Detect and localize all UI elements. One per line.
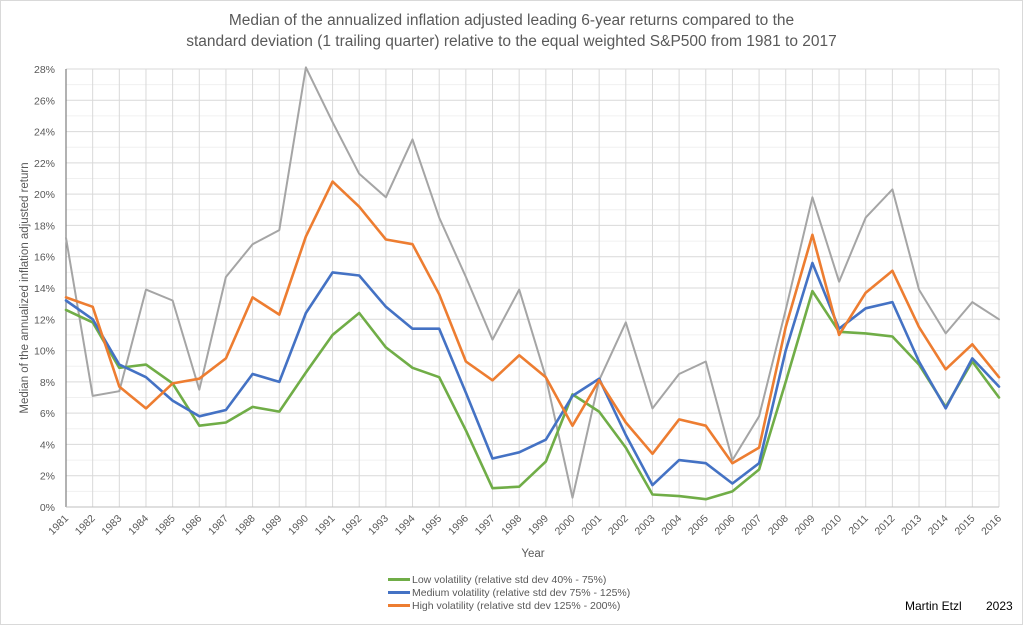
x-tick-label: 1989 [259, 513, 284, 538]
x-tick-label: 1995 [419, 513, 444, 538]
series-line-medium [64, 261, 1001, 487]
legend-label-low: Low volatility (relative std dev 40% - 7… [412, 573, 607, 586]
x-tick-label: 1985 [153, 513, 178, 538]
y-axis-label: Median of the annualized inflation adjus… [19, 162, 31, 413]
y-tick-label: 18% [34, 220, 55, 232]
x-tick-label: 2001 [579, 513, 604, 538]
x-tick-label: 2010 [819, 513, 844, 538]
x-tick-label: 2006 [713, 513, 738, 538]
chart-title-line-1: Median of the annualized inflation adjus… [228, 12, 795, 29]
y-tick-label: 6% [40, 408, 55, 420]
x-tick-label: 1993 [366, 513, 391, 538]
x-tick-label: 2003 [633, 513, 658, 538]
x-tick-label: 1982 [73, 513, 98, 538]
x-tick-label: 1986 [179, 513, 204, 538]
y-tick-label: 10% [34, 346, 55, 358]
x-tick-label: 2015 [952, 513, 977, 538]
legend-label-high: High volatility (relative std dev 125% -… [412, 599, 621, 612]
x-tick-label: 2014 [926, 513, 951, 538]
legend-item-low: Low volatility (relative std dev 40% - 7… [388, 573, 630, 586]
y-tick-labels: 0% 2% 4% 6% 8% 10% 12% 14% 16% 18% 20% 22% 24% 26% 28% [34, 64, 55, 514]
x-tick-label: 2005 [686, 513, 711, 538]
x-tick-label: 1983 [99, 513, 124, 538]
y-tick-label: 2% [40, 471, 55, 483]
x-tick-label: 2016 [979, 513, 1004, 538]
x-tick-label: 2009 [793, 513, 818, 538]
y-tick-label: 24% [34, 127, 55, 139]
legend-item-medium: Medium volatility (relative std dev 75% … [388, 586, 630, 599]
x-tick-label: 2007 [739, 513, 764, 538]
legend-item-high: High volatility (relative std dev 125% -… [388, 599, 630, 612]
y-tick-label: 20% [34, 189, 55, 201]
x-tick-label: 1984 [126, 513, 151, 538]
x-tick-label: 2002 [606, 513, 631, 538]
legend-swatch-low [388, 578, 410, 581]
y-tick-label: 26% [34, 95, 55, 107]
x-tick-label: 1999 [526, 513, 551, 538]
series-lines [64, 66, 1001, 501]
x-axis-label: Year [521, 548, 544, 560]
chart-title-line-2: standard deviation (1 trailing quarter) … [186, 33, 837, 50]
x-tick-label: 1987 [206, 513, 231, 538]
x-tick-label: 2008 [766, 513, 791, 538]
y-tick-label: 14% [34, 283, 55, 295]
y-tick-label: 8% [40, 377, 55, 389]
y-tick-label: 4% [40, 439, 55, 451]
x-tick-label: 1994 [393, 513, 418, 538]
x-tick-label: 1996 [446, 513, 471, 538]
y-tick-label: 12% [34, 314, 55, 326]
series-line-gray [65, 66, 1000, 499]
y-tick-label: 22% [34, 158, 55, 170]
x-tick-label: 1981 [46, 513, 71, 538]
axes [65, 69, 999, 508]
chart-title: Median of the annualized inflation adjus… [0, 10, 1023, 52]
footer-year: 2023 [986, 599, 1013, 613]
legend-swatch-medium [388, 591, 410, 594]
x-tick-label: 1992 [339, 513, 364, 538]
x-tick-labels: 1981 1982 1983 1984 1985 1986 1987 1988 1989 1990… [46, 513, 1004, 538]
x-tick-label: 2000 [553, 513, 578, 538]
series-line-high [64, 180, 1001, 465]
x-tick-label: 2012 [872, 513, 897, 538]
y-tick-label: 0% [40, 502, 55, 514]
x-tick-label: 2011 [846, 513, 871, 538]
y-tick-label: 16% [34, 252, 55, 264]
legend-label-medium: Medium volatility (relative std dev 75% … [412, 586, 631, 599]
x-tick-label: 1988 [233, 513, 258, 538]
x-tick-label: 1990 [286, 513, 311, 538]
x-tick-label: 1997 [473, 513, 498, 538]
legend-swatch-high [388, 604, 410, 607]
footer-author: Martin Etzl [905, 599, 962, 613]
x-tick-label: 2004 [659, 513, 684, 538]
y-tick-label: 28% [34, 64, 55, 76]
x-tick-label: 2013 [899, 513, 924, 538]
legend: Low volatility (relative std dev 40% - 7… [388, 573, 630, 612]
series-line-low [64, 289, 1001, 501]
x-tick-label: 1998 [499, 513, 524, 538]
gridlines [65, 68, 1000, 508]
x-tick-label: 1991 [313, 513, 338, 538]
